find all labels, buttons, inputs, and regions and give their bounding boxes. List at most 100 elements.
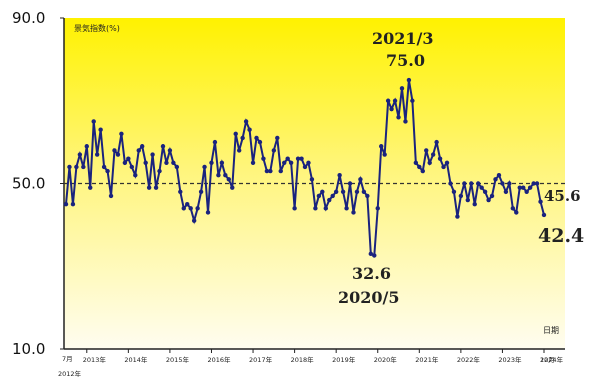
x-tick-label: 2022年 — [457, 355, 481, 364]
data-point — [198, 189, 204, 194]
data-point — [285, 156, 290, 161]
data-point — [136, 148, 141, 153]
data-point — [223, 173, 228, 178]
data-point — [410, 98, 415, 103]
data-point — [392, 98, 398, 103]
data-point — [91, 119, 96, 124]
data-point — [243, 119, 249, 124]
data-point — [108, 193, 114, 199]
data-point — [140, 144, 145, 149]
data-point — [133, 173, 138, 178]
data-point — [489, 193, 495, 199]
data-point — [271, 148, 277, 153]
data-point — [458, 193, 464, 199]
x-tick-label: 2024年 — [540, 355, 564, 364]
data-point — [330, 193, 335, 199]
data-point — [205, 210, 211, 215]
x-tick-label: 12月 — [540, 356, 555, 364]
data-point — [98, 127, 103, 132]
data-point — [399, 86, 405, 91]
data-point — [424, 148, 429, 153]
data-point — [320, 189, 325, 194]
data-point — [462, 181, 467, 186]
data-point — [254, 135, 259, 141]
data-point — [389, 106, 394, 112]
data-point — [74, 164, 79, 170]
data-point — [105, 168, 110, 174]
data-point — [347, 181, 353, 186]
data-point — [475, 181, 481, 186]
y-tick-label: 10.0 — [12, 340, 45, 358]
data-point — [340, 189, 346, 194]
x-tick-label: 2015年 — [166, 355, 190, 364]
data-point — [122, 160, 128, 166]
data-point — [372, 253, 377, 258]
data-point — [527, 185, 533, 190]
data-point — [351, 210, 356, 215]
data-point — [219, 160, 225, 166]
data-point — [434, 139, 439, 145]
data-point — [417, 164, 422, 170]
data-point — [202, 164, 207, 170]
data-point — [226, 177, 231, 182]
data-point — [101, 164, 107, 170]
data-point — [67, 164, 72, 170]
data-point — [361, 189, 367, 194]
data-point — [257, 139, 263, 145]
data-point — [538, 199, 543, 204]
data-point — [261, 156, 266, 161]
data-point — [413, 160, 419, 166]
x-tick-label: 2021年 — [415, 355, 439, 364]
y-tick-label: 90.0 — [12, 9, 45, 27]
x-tick-label: 2018年 — [291, 355, 315, 364]
data-point — [164, 160, 169, 166]
data-point — [264, 168, 270, 174]
data-point — [507, 181, 512, 186]
data-point — [112, 148, 117, 153]
data-point — [385, 98, 391, 103]
data-point — [403, 119, 408, 124]
data-point — [212, 139, 218, 145]
data-point — [247, 127, 252, 132]
data-point — [472, 201, 477, 207]
data-point — [323, 206, 328, 211]
data-point — [84, 144, 89, 149]
data-point — [167, 148, 173, 153]
data-point — [368, 251, 374, 257]
data-point — [150, 152, 155, 157]
data-point — [70, 201, 76, 207]
data-point — [240, 135, 245, 141]
x-start-month-label: 7月 — [62, 355, 73, 363]
data-point — [306, 160, 311, 166]
data-point — [63, 201, 69, 207]
data-point — [406, 77, 412, 83]
x-tick-label: 2020年 — [374, 355, 398, 364]
data-point — [157, 168, 162, 174]
data-point — [531, 181, 536, 186]
data-point — [327, 197, 332, 203]
data-point — [358, 177, 363, 182]
data-point — [337, 173, 342, 178]
plot-area — [64, 18, 565, 349]
data-point — [153, 185, 159, 190]
data-point — [174, 164, 180, 170]
data-point — [379, 144, 384, 149]
data-point — [146, 185, 152, 190]
data-point — [171, 160, 176, 166]
data-point — [119, 131, 124, 137]
data-point — [503, 189, 509, 194]
x-start-year-label: 2012年 — [58, 369, 82, 378]
data-point — [282, 160, 287, 166]
data-point — [268, 168, 273, 174]
data-point — [444, 160, 450, 166]
data-point — [510, 206, 516, 211]
data-point — [493, 177, 498, 182]
data-point — [441, 164, 446, 170]
data-point — [295, 156, 301, 161]
annotation-last-value: 42.4 — [538, 225, 584, 247]
data-point — [309, 177, 315, 182]
data-point — [250, 160, 256, 166]
data-point — [115, 152, 121, 157]
y-axis-label: 景気指数(%) — [74, 23, 120, 33]
